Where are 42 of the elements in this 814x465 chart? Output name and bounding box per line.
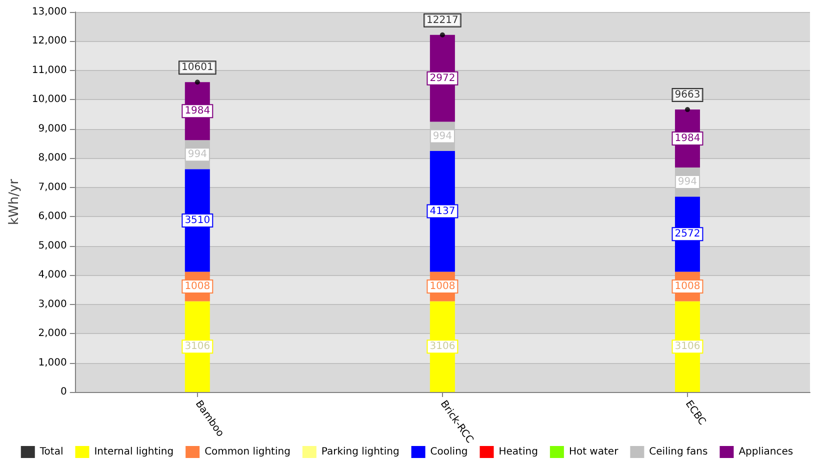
legend-label: Parking lighting (321, 446, 400, 458)
y-tick-label: 12,000 (32, 36, 67, 47)
y-tick-label: 1,000 (38, 357, 67, 368)
y-tick-label: 13,000 (32, 6, 67, 18)
legend-label: Hot water (568, 446, 620, 458)
y-tick-label: 2,000 (38, 328, 67, 340)
y-tick-label: 11,000 (32, 64, 67, 76)
y-tick-label: 8,000 (38, 152, 67, 164)
data-label: 3106 (430, 341, 456, 352)
legend-label: Ceiling fans (649, 446, 708, 458)
data-label: 9663 (674, 90, 700, 101)
legend-label: Common lighting (204, 446, 290, 458)
legend-label: Total (38, 446, 64, 458)
y-tick-label: 10,000 (32, 94, 67, 106)
data-label: 994 (188, 149, 207, 160)
data-label: 3106 (674, 341, 700, 352)
data-label: 1008 (674, 280, 700, 292)
data-label: 994 (678, 176, 698, 188)
legend-label: Heating (498, 446, 538, 458)
data-label: 1008 (430, 280, 456, 292)
legend-label: Cooling (430, 446, 468, 458)
data-label: 3510 (184, 214, 210, 226)
data-label: 1984 (674, 133, 700, 144)
y-tick-label: 3,000 (38, 298, 67, 310)
y-axis-title: kWh/yr (7, 178, 22, 226)
y-tick-label: 9,000 (38, 123, 67, 134)
data-label: 1984 (184, 106, 210, 117)
data-label: 2572 (674, 228, 700, 240)
y-tick-label: 6,000 (38, 211, 67, 222)
legend-label: Appliances (738, 446, 794, 458)
data-label: 994 (432, 130, 452, 142)
data-label: 1008 (184, 280, 210, 292)
y-tick-label: 0 (60, 386, 67, 398)
data-label: 4137 (430, 206, 456, 217)
y-tick-label: 7,000 (38, 182, 67, 193)
y-tick-label: 5,000 (38, 240, 67, 252)
data-label: 2972 (430, 72, 456, 84)
data-label: 3106 (184, 341, 210, 352)
legend-label: Internal lighting (94, 446, 174, 458)
y-tick-label: 4,000 (38, 270, 67, 281)
data-label: 12217 (426, 14, 458, 26)
data-label: 10601 (182, 62, 214, 74)
